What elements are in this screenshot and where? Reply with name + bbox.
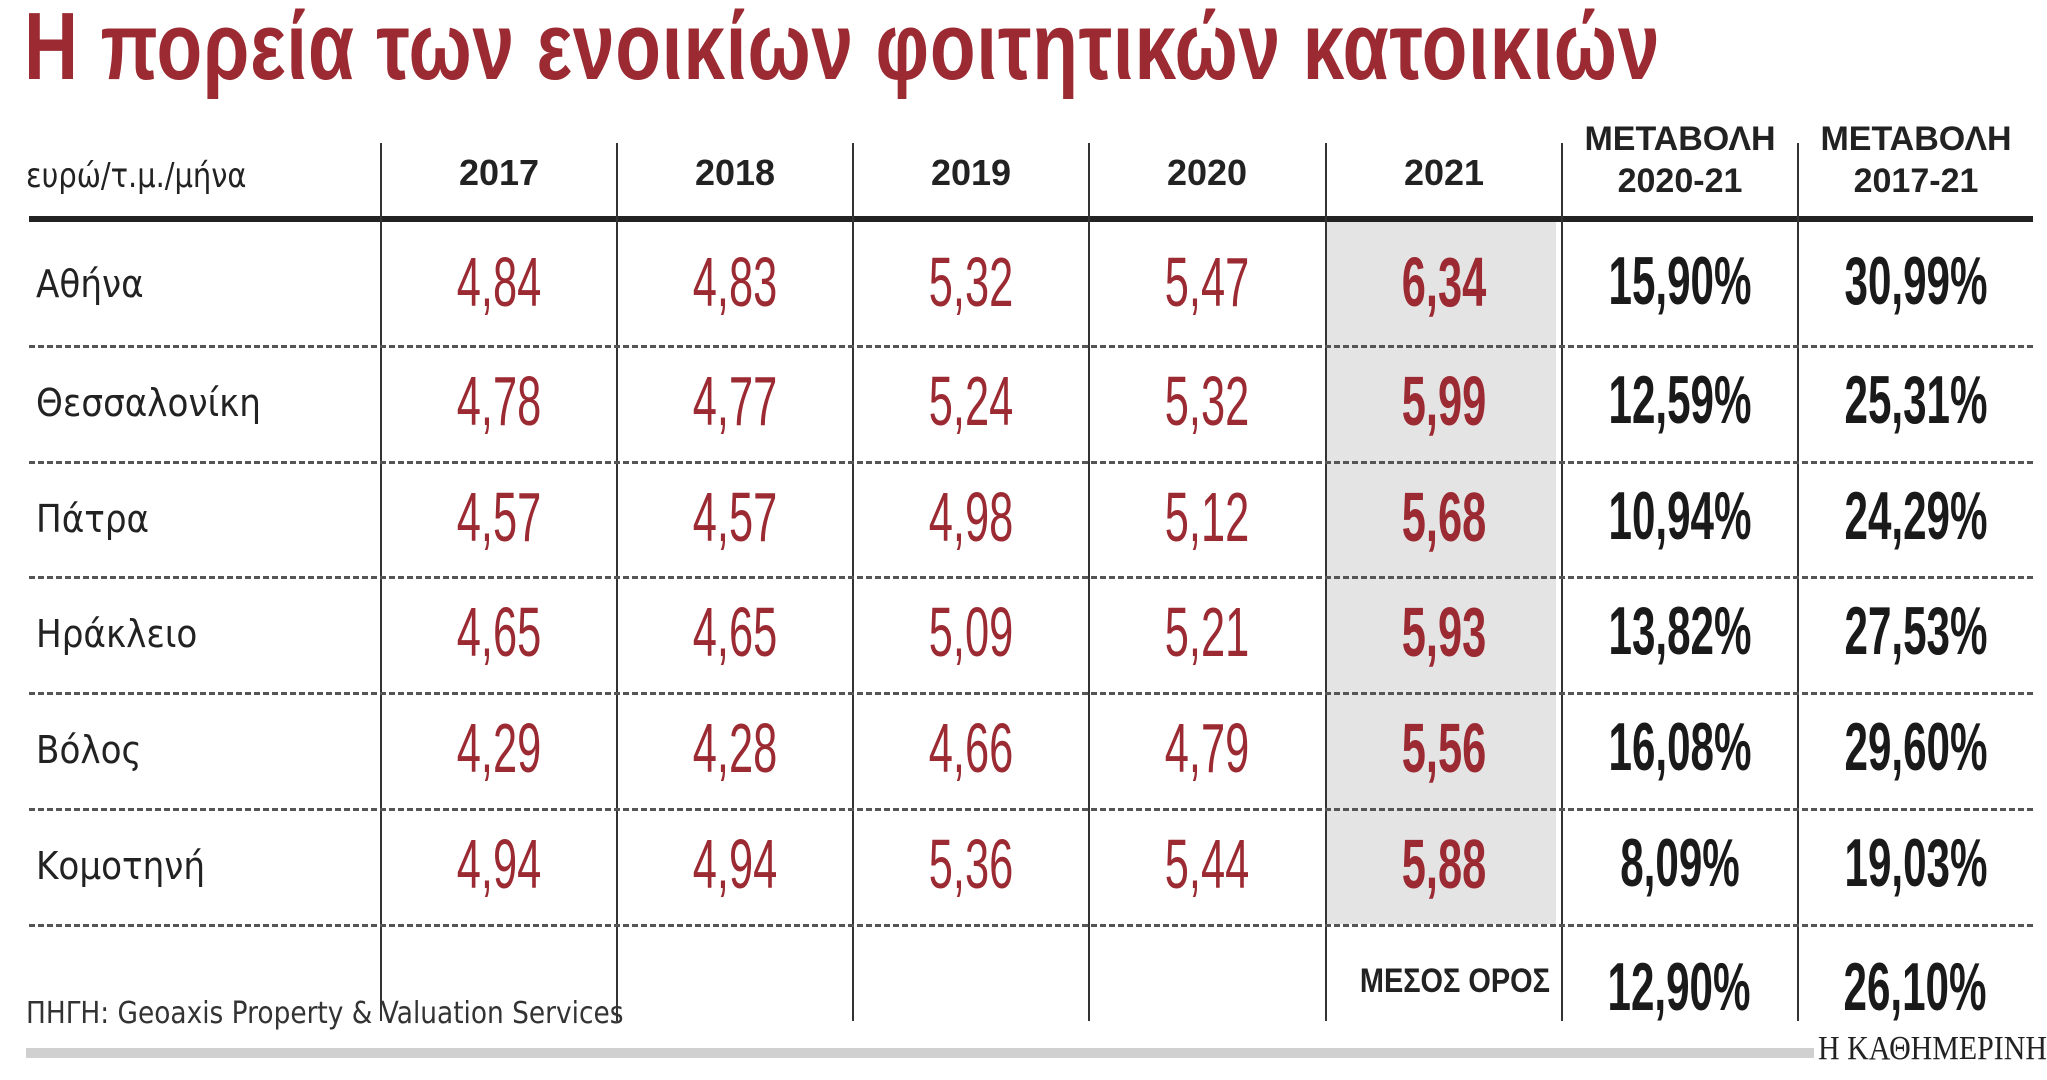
average-change-2017-21: 26,10% bbox=[1843, 949, 1987, 1025]
header-change-2020-21-line1: ΜΕΤΑΒΟΛΗ bbox=[1584, 120, 1776, 158]
row-change-2020-21: 15,90% bbox=[1608, 242, 1752, 319]
row-city: Ηράκλειο bbox=[36, 612, 198, 656]
page-title: Η πορεία των ενοικίων φοιτητικών κατοικι… bbox=[24, 0, 1661, 100]
column-divider bbox=[1088, 143, 1090, 1021]
column-divider bbox=[380, 143, 382, 1021]
row-divider bbox=[29, 808, 2033, 811]
unit-label: ευρώ/τ.μ./μήνα bbox=[26, 156, 247, 196]
row-value-2020: 4,79 bbox=[1164, 709, 1250, 787]
row-change-2020-21: 12,59% bbox=[1608, 362, 1752, 438]
highlight-column-2021 bbox=[1327, 222, 1556, 924]
row-change-2020-21: 16,08% bbox=[1608, 709, 1752, 785]
row-change-2017-21: 27,53% bbox=[1844, 593, 1988, 669]
row-value-2017: 4,94 bbox=[456, 825, 542, 903]
header-divider bbox=[29, 216, 2033, 222]
row-value-2019: 5,09 bbox=[928, 593, 1014, 671]
row-value-2021: 5,56 bbox=[1401, 709, 1487, 787]
average-label: ΜΕΣΟΣ ΟΡΟΣ bbox=[1359, 962, 1550, 1000]
header-change-2017-21-line2: 2017-21 bbox=[1853, 162, 1979, 200]
source-note: ΠΗΓΗ: Geoaxis Property & Valuation Servi… bbox=[26, 996, 624, 1031]
row-value-2019: 4,66 bbox=[928, 709, 1014, 787]
row-value-2017: 4,78 bbox=[456, 362, 542, 440]
column-divider bbox=[1797, 143, 1799, 1021]
row-change-2017-21: 29,60% bbox=[1844, 709, 1988, 785]
row-value-2020: 5,32 bbox=[1164, 362, 1250, 440]
row-value-2019: 5,32 bbox=[928, 242, 1014, 321]
row-change-2020-21: 8,09% bbox=[1620, 825, 1740, 901]
row-change-2017-21: 19,03% bbox=[1844, 825, 1988, 901]
row-value-2018: 4,57 bbox=[692, 477, 778, 556]
row-city: Θεσσαλονίκη bbox=[36, 381, 261, 425]
row-divider bbox=[29, 461, 2033, 464]
row-value-2018: 4,65 bbox=[692, 593, 778, 671]
row-value-2017: 4,57 bbox=[456, 477, 542, 556]
row-value-2020: 5,21 bbox=[1164, 593, 1250, 671]
column-divider bbox=[1325, 143, 1327, 1021]
header-year-4: 2021 bbox=[1403, 152, 1485, 193]
row-value-2021: 5,68 bbox=[1401, 477, 1487, 556]
row-value-2018: 4,94 bbox=[692, 825, 778, 903]
row-value-2021: 6,34 bbox=[1401, 242, 1487, 321]
header-year-0: 2017 bbox=[458, 152, 540, 193]
row-value-2020: 5,47 bbox=[1164, 242, 1250, 321]
row-value-2019: 4,98 bbox=[928, 477, 1014, 556]
column-divider bbox=[1561, 143, 1563, 1021]
row-value-2021: 5,93 bbox=[1401, 593, 1487, 671]
row-change-2020-21: 10,94% bbox=[1608, 477, 1752, 554]
row-value-2018: 4,83 bbox=[692, 242, 778, 321]
kathimerini-logo: Η ΚΑΘΗΜΕΡΙΝΗ bbox=[1818, 1030, 2047, 1067]
row-value-2019: 5,36 bbox=[928, 825, 1014, 903]
row-change-2017-21: 25,31% bbox=[1844, 362, 1988, 438]
row-change-2017-21: 24,29% bbox=[1844, 477, 1988, 554]
row-divider bbox=[29, 924, 2033, 927]
row-change-2017-21: 30,99% bbox=[1844, 242, 1988, 319]
column-divider bbox=[852, 143, 854, 1021]
row-value-2021: 5,99 bbox=[1401, 362, 1487, 440]
row-value-2020: 5,44 bbox=[1164, 825, 1250, 903]
row-divider bbox=[29, 692, 2033, 695]
row-city: Πάτρα bbox=[36, 496, 150, 541]
row-divider bbox=[29, 345, 2033, 348]
row-value-2019: 5,24 bbox=[928, 362, 1014, 440]
header-year-1: 2018 bbox=[694, 152, 776, 193]
row-value-2017: 4,29 bbox=[456, 709, 542, 787]
row-value-2021: 5,88 bbox=[1401, 825, 1487, 903]
row-city: Αθήνα bbox=[36, 261, 144, 306]
row-value-2017: 4,84 bbox=[456, 242, 542, 321]
footer-bar bbox=[26, 1048, 1814, 1058]
header-change-2017-21-line1: ΜΕΤΑΒΟΛΗ bbox=[1820, 120, 2012, 158]
row-value-2020: 5,12 bbox=[1164, 477, 1250, 556]
header-year-2: 2019 bbox=[930, 152, 1012, 193]
row-city: Βόλος bbox=[36, 728, 142, 772]
header-year-3: 2020 bbox=[1166, 152, 1248, 193]
row-value-2017: 4,65 bbox=[456, 593, 542, 671]
column-divider bbox=[616, 143, 618, 1021]
row-value-2018: 4,77 bbox=[692, 362, 778, 440]
row-value-2018: 4,28 bbox=[692, 709, 778, 787]
average-change-2020-21: 12,90% bbox=[1607, 949, 1751, 1025]
row-divider bbox=[29, 576, 2033, 579]
row-change-2020-21: 13,82% bbox=[1608, 593, 1752, 669]
row-city: Κομοτηνή bbox=[36, 844, 206, 888]
header-change-2020-21-line2: 2020-21 bbox=[1617, 162, 1743, 200]
